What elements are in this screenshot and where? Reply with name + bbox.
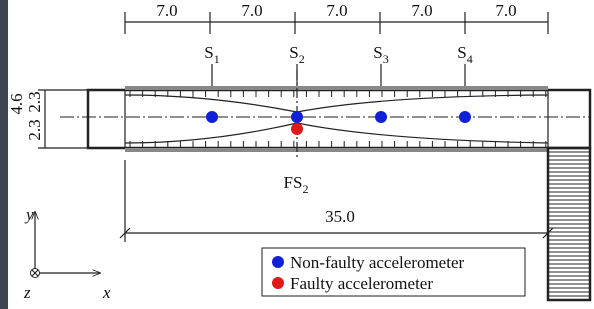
diagram: 7.0 7.0 7.0 7.0 7.0 S1 S2 S3 S4 FS2 4.6 … bbox=[0, 0, 594, 309]
support bbox=[548, 148, 590, 300]
legend-label: Faulty accelerometer bbox=[290, 274, 433, 293]
sensor-label: S2 bbox=[289, 43, 304, 66]
total-dimension bbox=[120, 160, 553, 242]
sensor-dot bbox=[291, 111, 303, 123]
sensor-dot bbox=[206, 111, 218, 123]
half-height-label: 2.3 bbox=[25, 119, 44, 140]
axis-label: x bbox=[102, 283, 111, 302]
axis-label: z bbox=[23, 283, 31, 302]
faulty-dot bbox=[291, 123, 303, 135]
span-label: 7.0 bbox=[241, 1, 262, 20]
half-height-label: 2.3 bbox=[25, 91, 44, 112]
sensor-label: S3 bbox=[373, 43, 388, 66]
total-label: 35.0 bbox=[325, 207, 355, 226]
photo-edge bbox=[0, 0, 8, 309]
beam bbox=[60, 70, 590, 160]
axes bbox=[31, 212, 101, 278]
span-label: 7.0 bbox=[411, 1, 432, 20]
left-dimension bbox=[38, 90, 88, 148]
span-label: 7.0 bbox=[156, 1, 177, 20]
sensor-label: S4 bbox=[457, 43, 472, 66]
legend-label: Non-faulty accelerometer bbox=[290, 253, 464, 272]
sensor-dot bbox=[375, 111, 387, 123]
faulty-label: FS2 bbox=[284, 173, 309, 196]
sensor-label: S1 bbox=[204, 43, 219, 66]
sensor-dot bbox=[459, 111, 471, 123]
span-label: 7.0 bbox=[326, 1, 347, 20]
height-label: 4.6 bbox=[7, 93, 26, 114]
axis-label: y bbox=[24, 205, 34, 224]
span-label: 7.0 bbox=[495, 1, 516, 20]
